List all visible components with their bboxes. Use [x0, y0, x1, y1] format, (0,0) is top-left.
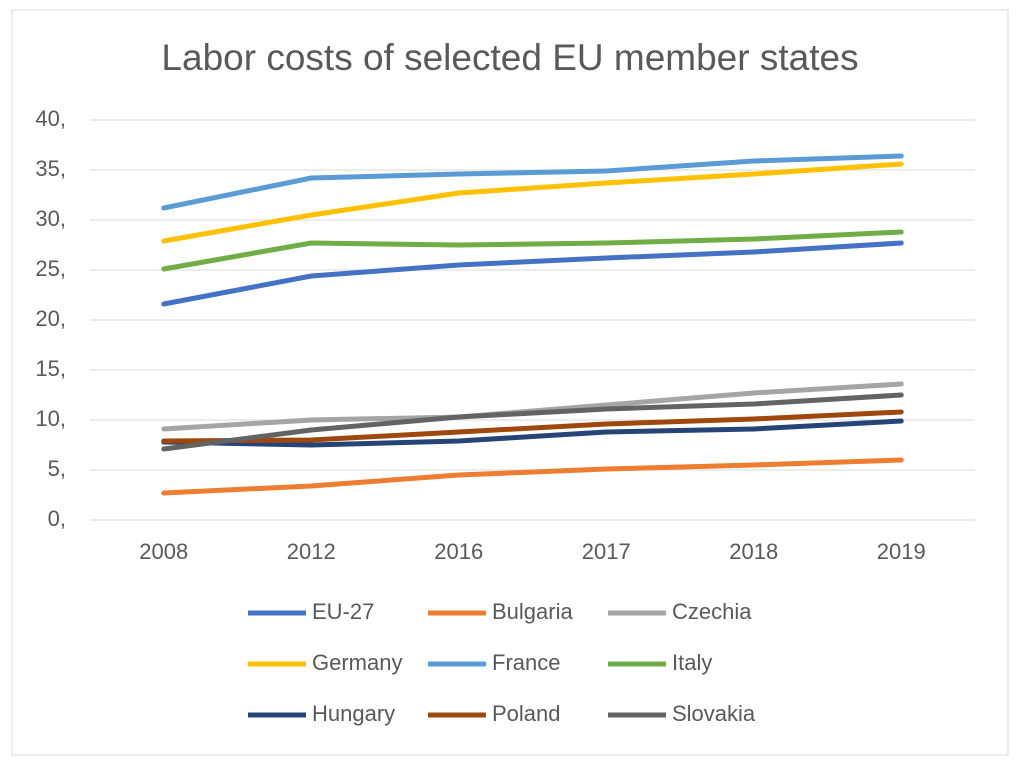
- legend-label: Bulgaria: [492, 599, 573, 624]
- legend-label: Germany: [312, 650, 402, 675]
- legend-label: Italy: [672, 650, 712, 675]
- series-line: [161, 240, 904, 307]
- y-tick-label: 5,: [48, 456, 66, 481]
- legend-label: Czechia: [672, 599, 752, 624]
- x-tick-label: 2016: [434, 539, 483, 564]
- x-tick-label: 2017: [582, 539, 631, 564]
- x-tick-label: 2018: [729, 539, 778, 564]
- y-tick-label: 0,: [48, 506, 66, 531]
- y-tick-label: 20,: [35, 306, 66, 331]
- y-tick-label: 40,: [35, 106, 66, 131]
- chart-border: [11, 9, 1009, 756]
- legend-label: EU-27: [312, 599, 374, 624]
- y-tick-label: 25,: [35, 256, 66, 281]
- y-tick-label: 10,: [35, 406, 66, 431]
- y-tick-label: 15,: [35, 356, 66, 381]
- series-line: [161, 161, 904, 244]
- series-line: [161, 229, 904, 272]
- series-line: [161, 409, 904, 444]
- series-line: [161, 457, 904, 496]
- series-line: [161, 392, 904, 452]
- legend-label: France: [492, 650, 560, 675]
- series-line: [161, 153, 904, 211]
- chart-title: Labor costs of selected EU member states: [161, 37, 858, 78]
- series-line: [161, 418, 904, 448]
- legend-label: Poland: [492, 701, 561, 726]
- legend-label: Slovakia: [672, 701, 756, 726]
- y-tick-label: 30,: [35, 206, 66, 231]
- x-tick-label: 2019: [877, 539, 926, 564]
- legend-label: Hungary: [312, 701, 395, 726]
- x-tick-label: 2012: [287, 539, 336, 564]
- x-tick-label: 2008: [139, 539, 188, 564]
- y-tick-label: 35,: [35, 156, 66, 181]
